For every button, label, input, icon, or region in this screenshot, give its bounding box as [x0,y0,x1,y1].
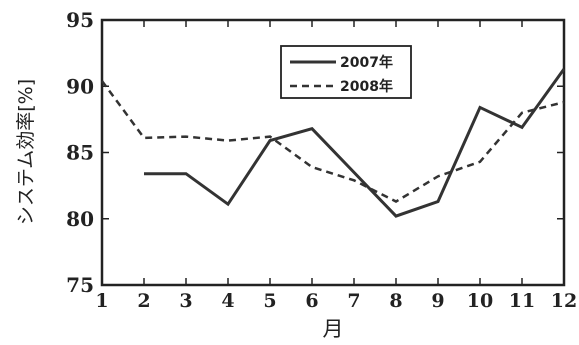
x-axis-ticks: 1 2 3 4 5 6 7 8 9 10 11 12 [95,20,577,312]
x-tick-label: 11 [509,290,535,312]
y-axis-ticks: 75 80 85 90 95 [66,8,564,297]
x-tick-label: 10 [467,290,493,312]
series-line-1 [100,80,565,203]
x-tick-label: 9 [431,290,444,312]
legend-box [280,45,412,99]
y-tick-label: 85 [66,141,94,165]
y-axis-label: システム効率[%] [15,79,37,225]
x-tick-label: 8 [389,290,402,312]
x-tick-label: 6 [305,290,318,312]
x-tick-label: 4 [221,290,234,312]
x-tick-label: 5 [263,290,276,312]
x-tick-label: 3 [179,290,192,312]
legend: 2007年 2008年 [280,45,412,99]
legend-label-2008: 2008年 [340,78,393,95]
y-tick-label: 95 [66,8,94,32]
x-tick-label: 2 [137,290,150,312]
y-tick-label: 75 [66,273,94,297]
y-tick-label: 90 [66,74,94,98]
x-axis-label: 月 [323,317,344,341]
series-layer [100,68,566,218]
legend-label-2007: 2007年 [340,54,393,71]
x-tick-label: 7 [347,290,360,312]
x-tick-label: 1 [95,290,108,312]
y-tick-label: 80 [66,207,94,231]
series-line-0 [144,68,566,218]
x-tick-label: 12 [551,290,577,312]
